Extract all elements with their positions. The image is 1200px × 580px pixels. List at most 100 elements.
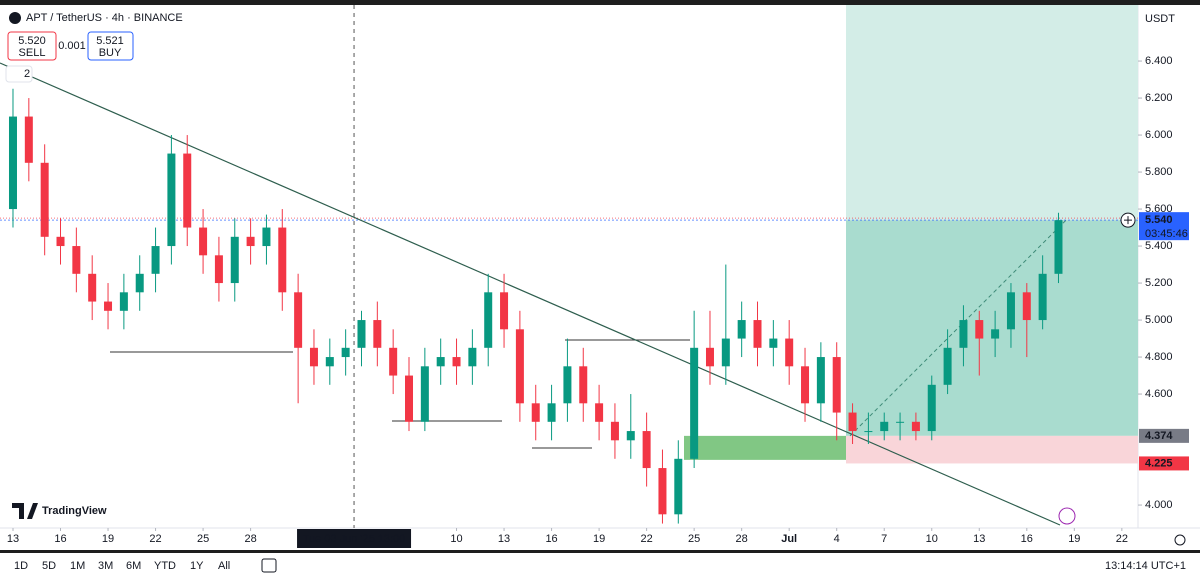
- candle-body: [40, 162, 49, 237]
- sell-button[interactable]: [7, 31, 57, 61]
- stop-price-label: 4.225: [1145, 457, 1173, 469]
- candle-body: [579, 366, 588, 404]
- x-tick-label: 10: [926, 533, 938, 545]
- chart-pane: [0, 5, 1138, 528]
- entry-price-label-bg: [1139, 428, 1189, 443]
- candle-body: [183, 153, 192, 228]
- indicators-toggle[interactable]: [5, 65, 33, 83]
- x-tick-label: 22: [149, 533, 161, 545]
- candle-body: [24, 116, 33, 163]
- candle-body: [468, 347, 477, 367]
- x-tick-label: 22: [640, 533, 652, 545]
- x-tick-label: 16: [1021, 533, 1033, 545]
- candle-body: [642, 431, 651, 469]
- candle-body: [531, 403, 540, 422]
- candle-body: [626, 431, 635, 441]
- candle-body: [72, 246, 81, 274]
- candle-body: [309, 347, 318, 367]
- candle-body: [56, 236, 65, 247]
- x-tick-label: 19: [593, 533, 605, 545]
- date-range-icon[interactable]: [261, 558, 277, 573]
- range-button[interactable]: 6M: [126, 560, 141, 572]
- bottom-toolbar: [0, 553, 1200, 580]
- candle-body: [484, 292, 493, 348]
- candle-body: [991, 329, 1000, 339]
- candle-body: [911, 421, 920, 432]
- x-tick-label: 19: [1068, 533, 1080, 545]
- entry-price-label: 4.374: [1145, 430, 1173, 442]
- candle-body: [896, 421, 905, 423]
- candle-body: [294, 292, 303, 348]
- symbol-title: APT / TetherUS · 4h · BINANCE: [26, 12, 183, 24]
- x-tick-label: 22: [1116, 533, 1128, 545]
- candle-body: [975, 320, 984, 339]
- y-tick-label: 5.800: [1145, 166, 1173, 178]
- x-tick-label: 25: [688, 533, 700, 545]
- range-button[interactable]: All: [218, 560, 230, 572]
- candle-body: [436, 357, 445, 367]
- y-tick-label: 5.000: [1145, 314, 1173, 326]
- range-button[interactable]: 1D: [14, 560, 28, 572]
- candle-body: [357, 320, 366, 348]
- countdown: 03:45:46: [1145, 228, 1188, 240]
- buy-button[interactable]: [87, 31, 134, 61]
- symbol-icon: [9, 12, 21, 24]
- candle-body: [389, 347, 398, 376]
- candle-body: [927, 384, 936, 432]
- y-tick-label: 5.600: [1145, 203, 1173, 215]
- y-tick-label: 6.400: [1145, 55, 1173, 67]
- profit-zone: [846, 220, 1138, 436]
- range-button[interactable]: 1Y: [190, 560, 204, 572]
- stop-zone: [846, 435, 1138, 464]
- last-price-bg: [1139, 212, 1189, 241]
- candle-body: [737, 320, 746, 339]
- candle-body: [959, 320, 968, 348]
- candle-body: [658, 468, 667, 515]
- candle-body: [563, 366, 572, 404]
- candle-body: [674, 458, 683, 515]
- replay-icon[interactable]: [1058, 507, 1076, 525]
- candle-body: [405, 375, 414, 422]
- currency-label: USDT: [1145, 13, 1175, 25]
- sell-price: 5.520: [18, 35, 46, 47]
- range-button[interactable]: 3M: [98, 560, 113, 572]
- indicator-count: 2: [24, 68, 30, 80]
- candle-body: [943, 347, 952, 385]
- candle-body: [500, 292, 509, 330]
- x-tick-label: 16: [54, 533, 66, 545]
- candle-body: [769, 338, 778, 348]
- candle-body: [373, 320, 382, 348]
- candle-body: [1006, 292, 1015, 330]
- x-tick-label: 10: [450, 533, 462, 545]
- x-tick-label: 13: [973, 533, 985, 545]
- range-button[interactable]: YTD: [154, 560, 176, 572]
- range-button[interactable]: 5D: [42, 560, 56, 572]
- x-tick-label: 13: [7, 533, 19, 545]
- buy-label: BUY: [99, 47, 122, 59]
- candle-body: [230, 236, 239, 284]
- candle-body: [262, 227, 271, 247]
- candle-body: [1038, 273, 1047, 321]
- settings-icon[interactable]: [1174, 534, 1186, 546]
- crosshair-label-bg: [297, 529, 412, 548]
- range-button[interactable]: 1M: [70, 560, 85, 572]
- x-tick-label: 25: [197, 533, 209, 545]
- candle-body: [880, 421, 889, 432]
- candle-body: [785, 338, 794, 367]
- spread: 0.001: [58, 40, 86, 52]
- candle-body: [325, 357, 334, 367]
- candle-body: [1054, 220, 1063, 274]
- candle-body: [610, 421, 619, 441]
- candle-body: [341, 347, 350, 358]
- candle-body: [246, 236, 255, 247]
- candle-body: [452, 357, 461, 367]
- x-tick-label: 4: [834, 533, 840, 545]
- position-path: [849, 219, 1067, 437]
- x-tick-label: 28: [736, 533, 748, 545]
- x-tick-label: 28: [244, 533, 256, 545]
- candle-body: [8, 116, 17, 210]
- x-tick-label: 19: [102, 533, 114, 545]
- candle-body: [832, 357, 841, 413]
